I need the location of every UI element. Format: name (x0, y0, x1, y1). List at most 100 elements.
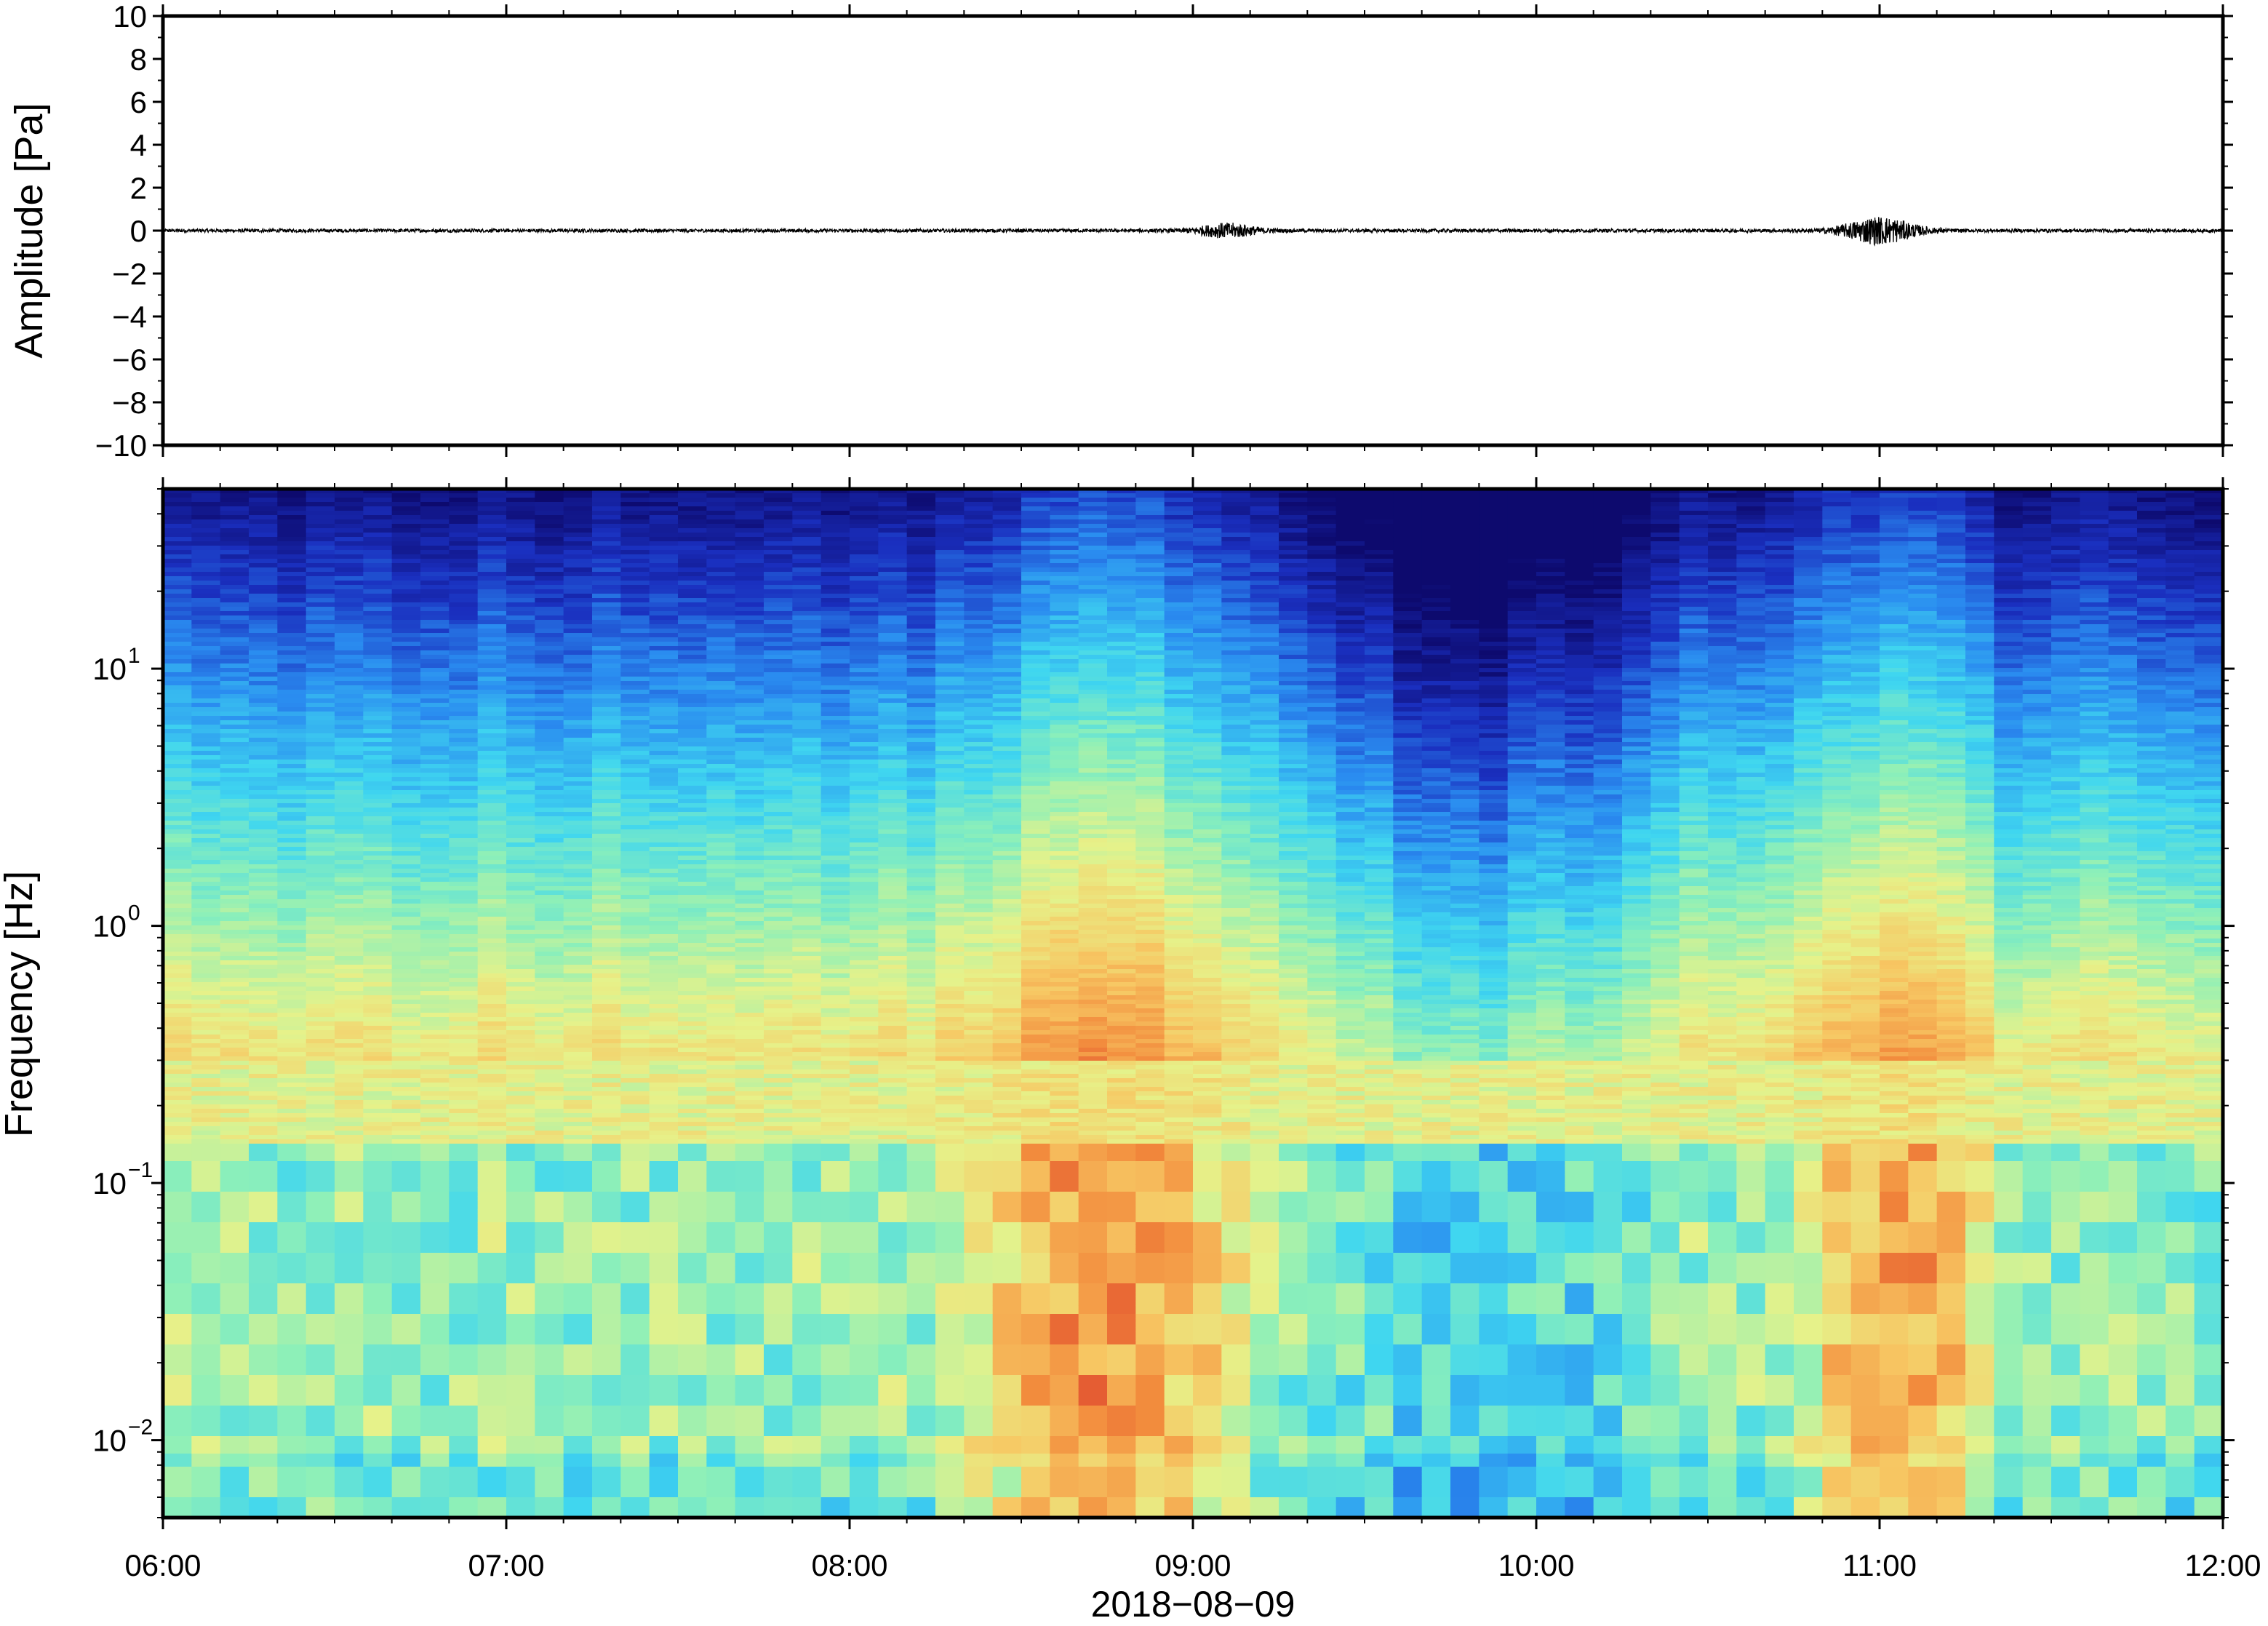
spectrogram-cell (306, 559, 335, 563)
spectrogram-cell (650, 738, 679, 742)
spectrogram-cell (706, 816, 735, 821)
spectrogram-cell (249, 803, 278, 808)
spectrogram-cell (706, 1471, 735, 1475)
spectrogram-cell (306, 1126, 335, 1131)
spectrogram-cell (620, 1375, 650, 1379)
spectrogram-cell (592, 1467, 621, 1471)
spectrogram-cell (277, 729, 306, 733)
spectrogram-cell (564, 725, 593, 729)
spectrogram-cell (306, 856, 335, 860)
spectrogram-cell (363, 969, 392, 973)
spectrogram-cell (220, 576, 249, 581)
spectrogram-cell (163, 493, 192, 498)
spectrogram-cell (191, 1484, 220, 1488)
spectrogram-cell (592, 1148, 621, 1152)
spectrogram-cell (678, 1266, 707, 1270)
spectrogram-cell (249, 1336, 278, 1340)
spectrogram-cell (335, 864, 364, 869)
spectrogram-cell (706, 598, 735, 602)
spectrogram-cell (706, 650, 735, 655)
spectrogram-cell (478, 576, 507, 581)
spectrogram-cell (249, 877, 278, 882)
spectrogram-cell (220, 1423, 249, 1427)
spectrogram-cell (478, 838, 507, 842)
spectrogram-cell (306, 629, 335, 633)
spectrogram-cell (592, 873, 621, 877)
spectrogram-cell (392, 650, 421, 655)
spectrogram-cell (306, 1279, 335, 1283)
spectrogram-cell (650, 1113, 679, 1117)
spectrogram-cell (678, 1174, 707, 1179)
spectrogram-cell (220, 781, 249, 786)
spectrogram-cell (220, 1192, 249, 1196)
spectrogram-cell (420, 1048, 450, 1052)
spectrogram-cell (478, 1052, 507, 1056)
spectrogram-cell (335, 1384, 364, 1388)
spectrogram-cell (650, 925, 679, 930)
spectrogram-cell (706, 528, 735, 533)
spectrogram-cell (735, 1000, 764, 1004)
spectrogram-cell (392, 1388, 421, 1392)
spectrogram-cell (706, 1262, 735, 1266)
spectrogram-cell (220, 1288, 249, 1292)
spectrogram-cell (478, 1152, 507, 1157)
spectrogram-cell (249, 1292, 278, 1296)
spectrogram-cell (220, 1021, 249, 1026)
spectrogram-cell (506, 969, 535, 973)
spectrogram-cell (592, 790, 621, 794)
spectrogram-cell (506, 1275, 535, 1279)
spectrogram-cell (678, 1240, 707, 1244)
spectrogram-cell (449, 1493, 478, 1497)
spectrogram-cell (306, 1401, 335, 1406)
spectrogram-cell (363, 760, 392, 764)
spectrogram-cell (506, 1371, 535, 1375)
spectrogram-cell (163, 690, 192, 694)
spectrogram-cell (564, 842, 593, 847)
spectrogram-cell (392, 838, 421, 842)
spectrogram-cell (277, 1227, 306, 1231)
spectrogram-cell (535, 882, 564, 886)
spectrogram-cell (335, 790, 364, 794)
spectrogram-cell (706, 1414, 735, 1419)
spectrogram-cell (277, 1445, 306, 1449)
spectrogram-cell (592, 659, 621, 663)
spectrogram-cell (420, 886, 450, 890)
spectrogram-cell (191, 1331, 220, 1336)
spectrogram-cell (478, 825, 507, 829)
spectrogram-cell (506, 1205, 535, 1209)
spectrogram-cell (363, 1109, 392, 1113)
spectrogram-cell (220, 1305, 249, 1310)
spectrogram-cell (706, 546, 735, 550)
spectrogram-cell (706, 1270, 735, 1275)
spectrogram-cell (363, 550, 392, 554)
spectrogram-cell (277, 886, 306, 890)
spectrogram-cell (506, 1410, 535, 1414)
spectrogram-cell (335, 1270, 364, 1275)
spectrogram-cell (678, 987, 707, 991)
spectrogram-cell (506, 546, 535, 550)
spectrogram-cell (420, 1165, 450, 1170)
spectrogram-cell (478, 1048, 507, 1052)
spectrogram-cell (306, 960, 335, 965)
spectrogram-cell (392, 598, 421, 602)
spectrogram-cell (277, 1109, 306, 1113)
spectrogram-cell (706, 655, 735, 659)
spectrogram-cell (706, 978, 735, 982)
spectrogram-cell (735, 663, 764, 668)
spectrogram-cell (706, 1139, 735, 1144)
spectrogram-cell (249, 1179, 278, 1183)
spectrogram-cell (620, 1113, 650, 1117)
spectrogram-cell (249, 995, 278, 1000)
spectrogram-cell (249, 655, 278, 659)
spectrogram-cell (735, 668, 764, 672)
spectrogram-cell (191, 681, 220, 685)
spectrogram-cell (564, 969, 593, 973)
spectrogram-cell (220, 1074, 249, 1078)
spectrogram-cell (592, 794, 621, 799)
spectrogram-cell (706, 1135, 735, 1139)
spectrogram-cell (535, 1436, 564, 1440)
spectrogram-cell (620, 1222, 650, 1227)
spectrogram-cell (163, 764, 192, 768)
spectrogram-cell (191, 646, 220, 650)
spectrogram-cell (277, 1113, 306, 1117)
